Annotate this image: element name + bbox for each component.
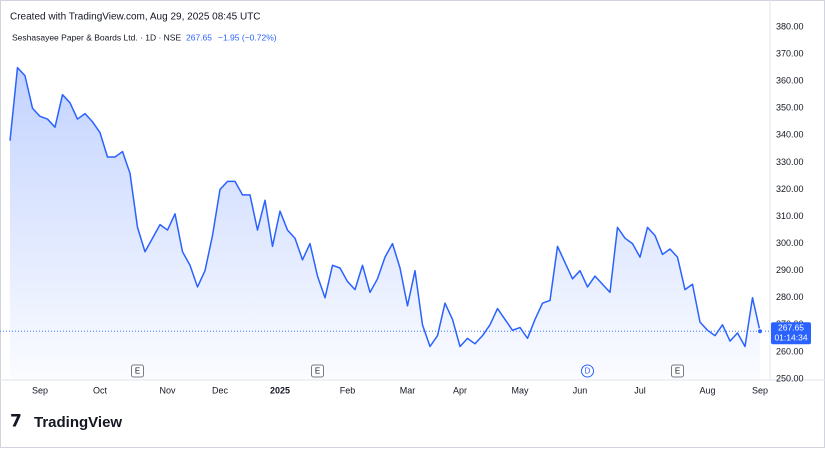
y-tick-label: 260.00	[776, 346, 804, 356]
y-tick-label: 330.00	[776, 157, 804, 167]
y-tick-label: 340.00	[776, 130, 804, 140]
price-change: −1.95 (−0.72%)	[218, 32, 277, 42]
area-fill	[10, 67, 760, 379]
event-badge	[581, 364, 594, 378]
x-tick-label: 2025	[270, 385, 290, 395]
event-label: E	[315, 367, 320, 376]
x-tick-label: Nov	[159, 385, 176, 395]
event-label: E	[135, 367, 140, 376]
price-badge	[771, 322, 811, 345]
x-tick-label: Jun	[573, 385, 588, 395]
y-tick-label: 290.00	[776, 265, 804, 275]
event-label: E	[675, 367, 680, 376]
y-tick-label: 360.00	[776, 76, 804, 86]
y-tick-label: 300.00	[776, 238, 804, 248]
y-tick-label: 320.00	[776, 184, 804, 194]
price-line	[9, 66, 761, 348]
y-tick-label: 370.00	[776, 48, 804, 58]
last-price: 267.65	[186, 32, 212, 42]
event-marker: E	[671, 364, 684, 378]
x-tick-label: Feb	[340, 385, 356, 395]
event-badge	[671, 364, 684, 378]
logo-text: TradingView	[34, 414, 122, 431]
x-tick-label: Oct	[93, 385, 108, 395]
x-tick-label: Sep	[32, 385, 48, 395]
event-marker: E	[311, 364, 324, 378]
y-tick-label: 380.00	[776, 21, 804, 31]
event-badge	[131, 364, 144, 378]
x-tick-label: Sep	[752, 385, 768, 395]
y-tick-label: 280.00	[776, 292, 804, 302]
x-tick-label: Jul	[634, 385, 646, 395]
x-tick-label: Dec	[212, 385, 229, 395]
y-tick-label: 350.00	[776, 103, 804, 113]
logo-mark: 𝟳	[10, 411, 22, 430]
x-tick-label: Aug	[699, 385, 715, 395]
price-badge-countdown: 01:14:34	[774, 332, 807, 342]
price-badge-value: 267.65	[778, 322, 804, 332]
y-tick-label: 310.00	[776, 211, 804, 221]
event-marker: D	[581, 364, 594, 378]
logo: 𝟳 TradingView	[10, 411, 122, 430]
x-tick-label: Apr	[453, 385, 467, 395]
event-marker: E	[131, 364, 144, 378]
credit: Created with TradingView.com, Aug 29, 20…	[10, 12, 261, 23]
x-tick-label: Mar	[400, 385, 416, 395]
event-label: D	[585, 367, 591, 376]
last-point	[757, 328, 763, 335]
y-tick-label: 250.00	[776, 373, 804, 383]
x-tick-label: May	[511, 385, 529, 395]
event-badge	[311, 364, 324, 378]
symbol-title: Seshasayee Paper & Boards Ltd. · 1D · NS…	[12, 32, 181, 42]
